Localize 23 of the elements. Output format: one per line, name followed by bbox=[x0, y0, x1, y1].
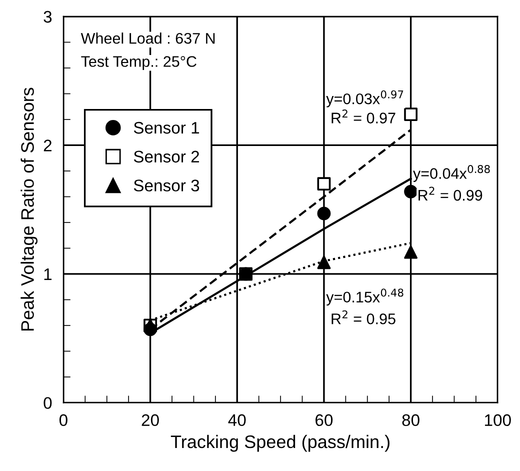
y-tick-label: 2 bbox=[44, 140, 52, 152]
y-axis-title: Peak Voltage Ratio of Sensors bbox=[20, 88, 38, 331]
legend-label: Sensor 3 bbox=[134, 180, 200, 192]
annotation: Wheel Load : 637 N bbox=[80, 32, 215, 44]
legend-label: Sensor 1 bbox=[134, 122, 200, 134]
x-tick-label: 0 bbox=[59, 414, 68, 426]
x-tick-label: 20 bbox=[142, 414, 159, 426]
x-tick-label: 40 bbox=[228, 414, 246, 426]
annotation: R$^{2}$ = 0.99 bbox=[418, 186, 482, 201]
x-tick-label: 80 bbox=[402, 414, 420, 426]
x-axis-title: Tracking Speed (pass/min.) bbox=[170, 434, 390, 452]
annotation: y=0.15x$^{0.48}$ bbox=[326, 288, 404, 306]
legend-label: Sensor 2 bbox=[134, 150, 200, 163]
annotation: R$^{2}$ = 0.95 bbox=[332, 310, 396, 324]
annotation: Test Temp.: 25°C bbox=[81, 56, 196, 70]
annotation: y=0.04x$^{0.88}$ bbox=[413, 164, 490, 182]
annotation: y=0.03x$^{0.97}$ bbox=[326, 90, 404, 108]
y-tick-label: 0 bbox=[44, 397, 52, 409]
y-tick-label: 1 bbox=[44, 268, 52, 280]
annotation: R$^{2}$ = 0.97 bbox=[332, 110, 396, 124]
x-tick-label: 100 bbox=[485, 414, 511, 426]
y-tick-label: 3 bbox=[44, 10, 52, 23]
x-tick-label: 60 bbox=[316, 414, 333, 426]
